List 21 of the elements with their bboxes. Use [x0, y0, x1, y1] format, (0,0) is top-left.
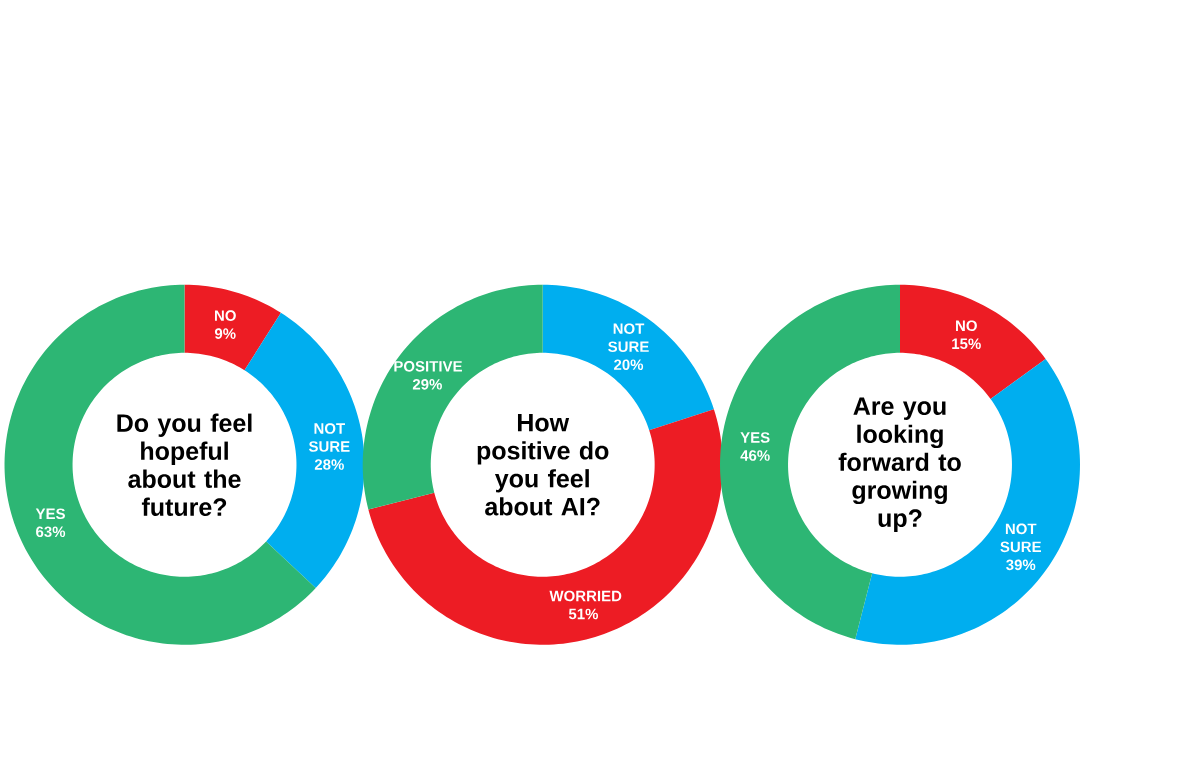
data-label: 28% — [314, 459, 344, 470]
data-label: 15% — [952, 338, 981, 350]
slice-label: NOT SURE — [608, 323, 649, 353]
slice-label: YES — [35, 508, 65, 520]
slice-label: POSITIVE — [394, 361, 462, 372]
slice-label: YES — [740, 432, 770, 443]
data-label: 63% — [36, 526, 66, 538]
text: Do you feel hopeful about the future? — [117, 413, 252, 516]
text: Are you looking forward to growing up? — [838, 397, 961, 532]
data-label: 29% — [412, 379, 442, 390]
slice-label: NO — [215, 310, 236, 321]
slice-label: WORRIED — [549, 590, 622, 602]
data-label: 51% — [568, 608, 599, 620]
slice-label: NO — [956, 320, 977, 332]
data-label: 39% — [1006, 559, 1036, 571]
data-label: 46% — [740, 450, 770, 461]
text: How positive do you feel about AI? — [477, 414, 609, 516]
slice-label: NOT SURE — [308, 423, 350, 452]
slice-label: NOT SURE — [1000, 523, 1041, 553]
data-label: 9% — [214, 328, 236, 339]
data-label: 20% — [614, 359, 644, 371]
